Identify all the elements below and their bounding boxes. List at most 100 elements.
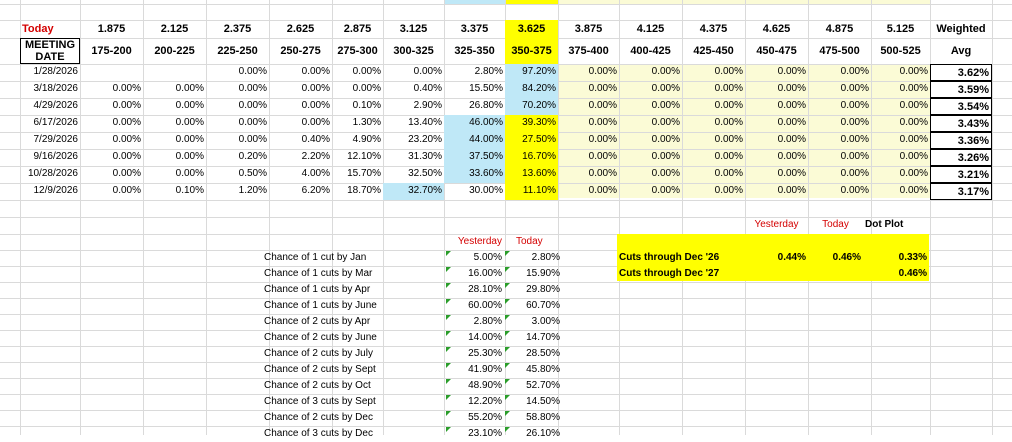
- probability-cell[interactable]: 1.30%: [352, 117, 381, 128]
- probability-cell[interactable]: 0.00%: [112, 134, 141, 145]
- range-header[interactable]: 225-250: [217, 45, 258, 57]
- probability-cell[interactable]: 2.20%: [301, 151, 330, 162]
- rate-header[interactable]: 3.625: [505, 20, 558, 38]
- probability-cell[interactable]: 0.00%: [714, 83, 743, 94]
- probability-cell[interactable]: 18.70%: [347, 185, 381, 196]
- rate-header[interactable]: 4.375: [699, 23, 728, 35]
- rate-header[interactable]: 2.375: [223, 23, 252, 35]
- probability-cell[interactable]: 31.30%: [408, 151, 442, 162]
- chance-label[interactable]: Chance of 1 cut by Jan: [264, 252, 367, 263]
- probability-cell[interactable]: 0.00%: [777, 151, 806, 162]
- probability-cell[interactable]: 0.00%: [840, 100, 869, 111]
- probability-cell[interactable]: 11.10%: [505, 183, 558, 200]
- rate-header[interactable]: 1.875: [97, 23, 126, 35]
- chance-label[interactable]: Chance of 1 cuts by Mar: [264, 268, 373, 279]
- probability-cell[interactable]: 0.50%: [238, 168, 267, 179]
- chance-yesterday-value[interactable]: 28.10%: [468, 284, 502, 295]
- probability-cell[interactable]: 0.00%: [840, 66, 869, 77]
- rate-header[interactable]: 4.625: [762, 23, 791, 35]
- probability-cell[interactable]: 0.00%: [588, 83, 617, 94]
- probability-cell[interactable]: 27.50%: [505, 132, 558, 149]
- chance-label[interactable]: Chance of 2 cuts by June: [264, 332, 377, 343]
- probability-cell[interactable]: 0.00%: [588, 185, 617, 196]
- probability-cell[interactable]: 0.00%: [238, 83, 267, 94]
- probability-cell[interactable]: 32.70%: [383, 183, 444, 200]
- range-header[interactable]: 400-425: [630, 45, 671, 57]
- rate-header[interactable]: 5.125: [886, 23, 915, 35]
- probability-cell[interactable]: 0.00%: [112, 168, 141, 179]
- chance-today-value[interactable]: 60.70%: [526, 300, 560, 311]
- chance-yesterday-value[interactable]: 55.20%: [468, 412, 502, 423]
- probability-cell[interactable]: 0.00%: [840, 168, 869, 179]
- chance-label[interactable]: Chance of 1 cuts by Apr: [264, 284, 371, 295]
- probability-cell[interactable]: 0.10%: [352, 100, 381, 111]
- probability-cell[interactable]: 0.00%: [840, 185, 869, 196]
- range-header[interactable]: 300-325: [393, 45, 434, 57]
- probability-cell[interactable]: 0.00%: [777, 134, 806, 145]
- probability-cell[interactable]: 0.00%: [840, 151, 869, 162]
- range-header[interactable]: 275-300: [337, 45, 378, 57]
- probability-cell[interactable]: 0.00%: [175, 100, 204, 111]
- probability-cell[interactable]: 0.00%: [413, 66, 442, 77]
- probability-cell[interactable]: 0.00%: [352, 83, 381, 94]
- probability-cell[interactable]: 0.00%: [651, 117, 680, 128]
- probability-cell[interactable]: 0.00%: [899, 185, 928, 196]
- chance-today-value[interactable]: 28.50%: [526, 348, 560, 359]
- probability-cell[interactable]: 0.00%: [238, 66, 267, 77]
- probability-cell[interactable]: 0.00%: [175, 168, 204, 179]
- range-header[interactable]: 200-225: [154, 45, 195, 57]
- probability-cell[interactable]: 0.00%: [651, 66, 680, 77]
- probability-cell[interactable]: 0.00%: [112, 151, 141, 162]
- probability-cell[interactable]: 0.00%: [175, 151, 204, 162]
- probability-cell[interactable]: 0.00%: [301, 117, 330, 128]
- probability-cell[interactable]: 0.00%: [352, 66, 381, 77]
- chance-yesterday-value[interactable]: 41.90%: [468, 364, 502, 375]
- probability-cell[interactable]: 39.30%: [505, 115, 558, 132]
- probability-cell[interactable]: 2.80%: [474, 66, 503, 77]
- probability-cell[interactable]: 0.00%: [651, 134, 680, 145]
- probability-cell[interactable]: 0.40%: [413, 83, 442, 94]
- range-header[interactable]: 375-400: [568, 45, 609, 57]
- rate-header[interactable]: 3.875: [574, 23, 603, 35]
- chance-today-value[interactable]: 58.80%: [526, 412, 560, 423]
- probability-cell[interactable]: 0.00%: [714, 66, 743, 77]
- probability-cell[interactable]: 0.00%: [175, 83, 204, 94]
- probability-cell[interactable]: 13.60%: [505, 166, 558, 183]
- rate-header[interactable]: 4.875: [825, 23, 854, 35]
- weighted-avg-cell[interactable]: 3.59%: [930, 81, 992, 98]
- probability-cell[interactable]: 0.10%: [175, 185, 204, 196]
- cuts-today-value[interactable]: 0.46%: [832, 252, 861, 263]
- probability-cell[interactable]: 4.90%: [352, 134, 381, 145]
- probability-cell[interactable]: 0.00%: [588, 117, 617, 128]
- probability-cell[interactable]: 0.00%: [840, 117, 869, 128]
- chance-today-value[interactable]: 14.50%: [526, 396, 560, 407]
- probability-cell[interactable]: 0.00%: [899, 168, 928, 179]
- chance-yesterday-value[interactable]: 25.30%: [468, 348, 502, 359]
- probability-cell[interactable]: 0.00%: [777, 100, 806, 111]
- probability-cell[interactable]: 0.00%: [714, 117, 743, 128]
- chance-yesterday-value[interactable]: 16.00%: [468, 268, 502, 279]
- probability-cell[interactable]: 0.00%: [588, 66, 617, 77]
- chance-yesterday-value[interactable]: 23.10%: [468, 428, 502, 439]
- chance-yesterday-value[interactable]: 60.00%: [468, 300, 502, 311]
- probability-cell[interactable]: 0.00%: [651, 151, 680, 162]
- probability-cell[interactable]: 0.00%: [899, 100, 928, 111]
- chance-yesterday-value[interactable]: 14.00%: [468, 332, 502, 343]
- probability-cell[interactable]: 44.00%: [444, 132, 505, 149]
- probability-cell[interactable]: 2.90%: [413, 100, 442, 111]
- meeting-date-cell[interactable]: 9/16/2026: [33, 151, 79, 162]
- probability-cell[interactable]: 0.00%: [777, 83, 806, 94]
- weighted-avg-cell[interactable]: 3.17%: [930, 183, 992, 200]
- weighted-avg-cell[interactable]: 3.36%: [930, 132, 992, 149]
- range-header[interactable]: 175-200: [91, 45, 132, 57]
- chance-today-value[interactable]: 14.70%: [526, 332, 560, 343]
- probability-cell[interactable]: 0.00%: [588, 151, 617, 162]
- probability-cell[interactable]: 0.00%: [899, 151, 928, 162]
- chance-label[interactable]: Chance of 3 cuts by Sept: [264, 396, 376, 407]
- weighted-avg-cell[interactable]: 3.54%: [930, 98, 992, 115]
- chance-yesterday-value[interactable]: 2.80%: [473, 316, 502, 327]
- probability-cell[interactable]: 6.20%: [301, 185, 330, 196]
- range-header[interactable]: 250-275: [280, 45, 321, 57]
- chance-yesterday-value[interactable]: 5.00%: [473, 252, 502, 263]
- probability-cell[interactable]: 0.00%: [651, 168, 680, 179]
